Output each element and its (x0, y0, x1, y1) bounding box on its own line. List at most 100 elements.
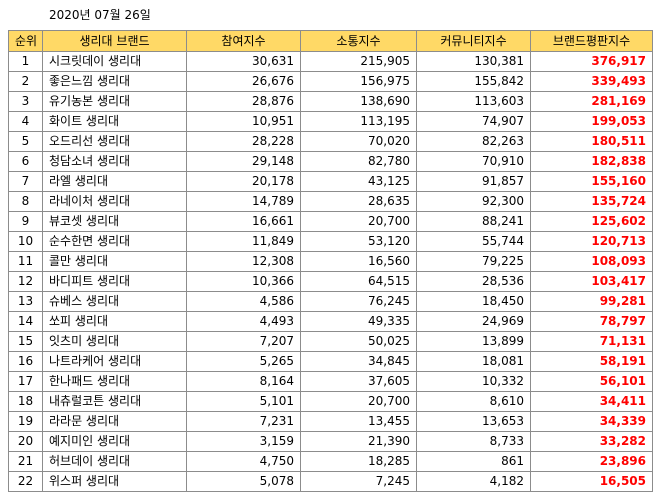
brand-cell: 시크릿데이 생리대 (42, 51, 187, 72)
reputation-index-cell: 155,160 (530, 171, 653, 192)
reputation-index-cell: 281,169 (530, 91, 653, 112)
participation-cell: 28,876 (186, 91, 301, 112)
communication-cell: 28,635 (300, 191, 417, 212)
rank-cell: 6 (8, 151, 43, 172)
table-row: 1 시크릿데이 생리대 30,631 215,905 130,381 376,917 (8, 51, 653, 72)
reputation-index-cell: 56,101 (530, 371, 653, 392)
brand-cell: 뷰코셋 생리대 (42, 211, 187, 232)
table-row: 5 오드리선 생리대 28,228 70,020 82,263 180,511 (8, 131, 653, 152)
community-cell: 113,603 (416, 91, 531, 112)
community-cell: 91,857 (416, 171, 531, 192)
community-cell: 74,907 (416, 111, 531, 132)
brand-reputation-table: 순위 생리대 브랜드 참여지수 소통지수 커뮤니티지수 브랜드평판지수 1 시크릿… (8, 30, 653, 492)
header-community-index: 커뮤니티지수 (416, 30, 531, 52)
header-rank: 순위 (8, 30, 43, 52)
table-row: 17 한나패드 생리대 8,164 37,605 10,332 56,101 (8, 371, 653, 392)
participation-cell: 10,366 (186, 271, 301, 292)
report-date: 2020년 07월 26일 (49, 8, 151, 22)
rank-cell: 5 (8, 131, 43, 152)
communication-cell: 70,020 (300, 131, 417, 152)
rank-cell: 7 (8, 171, 43, 192)
rank-cell: 1 (8, 51, 43, 72)
reputation-index-cell: 34,339 (530, 411, 653, 432)
communication-cell: 43,125 (300, 171, 417, 192)
table-row: 18 내츄럴코튼 생리대 5,101 20,700 8,610 34,411 (8, 391, 653, 412)
community-cell: 88,241 (416, 211, 531, 232)
brand-cell: 나트라케어 생리대 (42, 351, 187, 372)
communication-cell: 20,700 (300, 391, 417, 412)
participation-cell: 29,148 (186, 151, 301, 172)
rank-cell: 19 (8, 411, 43, 432)
participation-cell: 7,207 (186, 331, 301, 352)
header-brand-reputation-index: 브랜드평판지수 (530, 30, 653, 52)
brand-cell: 오드리선 생리대 (42, 131, 187, 152)
reputation-index-cell: 78,797 (530, 311, 653, 332)
reputation-index-cell: 33,282 (530, 431, 653, 452)
participation-cell: 3,159 (186, 431, 301, 452)
reputation-index-cell: 34,411 (530, 391, 653, 412)
brand-cell: 쏘피 생리대 (42, 311, 187, 332)
participation-cell: 11,849 (186, 231, 301, 252)
reputation-index-cell: 339,493 (530, 71, 653, 92)
participation-cell: 8,164 (186, 371, 301, 392)
brand-cell: 바디피트 생리대 (42, 271, 187, 292)
participation-cell: 26,676 (186, 71, 301, 92)
community-cell: 55,744 (416, 231, 531, 252)
table-row: 2 좋은느낌 생리대 26,676 156,975 155,842 339,493 (8, 71, 653, 92)
reputation-index-cell: 376,917 (530, 51, 653, 72)
header-participation-index: 참여지수 (186, 30, 301, 52)
brand-cell: 잇츠미 생리대 (42, 331, 187, 352)
community-cell: 28,536 (416, 271, 531, 292)
reputation-index-cell: 120,713 (530, 231, 653, 252)
table-row: 10 순수한면 생리대 11,849 53,120 55,744 120,713 (8, 231, 653, 252)
rank-cell: 8 (8, 191, 43, 212)
communication-cell: 21,390 (300, 431, 417, 452)
communication-cell: 53,120 (300, 231, 417, 252)
participation-cell: 30,631 (186, 51, 301, 72)
header-brand: 생리대 브랜드 (42, 30, 187, 52)
rank-cell: 12 (8, 271, 43, 292)
reputation-index-cell: 125,602 (530, 211, 653, 232)
table-row: 15 잇츠미 생리대 7,207 50,025 13,899 71,131 (8, 331, 653, 352)
community-cell: 82,263 (416, 131, 531, 152)
community-cell: 8,733 (416, 431, 531, 452)
communication-cell: 138,690 (300, 91, 417, 112)
table-row: 7 라엘 생리대 20,178 43,125 91,857 155,160 (8, 171, 653, 192)
header-communication-index: 소통지수 (300, 30, 417, 52)
community-cell: 8,610 (416, 391, 531, 412)
communication-cell: 50,025 (300, 331, 417, 352)
communication-cell: 64,515 (300, 271, 417, 292)
brand-cell: 라네이처 생리대 (42, 191, 187, 212)
brand-cell: 유기농본 생리대 (42, 91, 187, 112)
participation-cell: 5,101 (186, 391, 301, 412)
brand-cell: 라엘 생리대 (42, 171, 187, 192)
reputation-index-cell: 103,417 (530, 271, 653, 292)
community-cell: 155,842 (416, 71, 531, 92)
participation-cell: 20,178 (186, 171, 301, 192)
communication-cell: 18,285 (300, 451, 417, 472)
communication-cell: 49,335 (300, 311, 417, 332)
brand-cell: 내츄럴코튼 생리대 (42, 391, 187, 412)
communication-cell: 76,245 (300, 291, 417, 312)
table-row: 20 예지미인 생리대 3,159 21,390 8,733 33,282 (8, 431, 653, 452)
brand-cell: 좋은느낌 생리대 (42, 71, 187, 92)
table-row: 14 쏘피 생리대 4,493 49,335 24,969 78,797 (8, 311, 653, 332)
rank-cell: 14 (8, 311, 43, 332)
communication-cell: 37,605 (300, 371, 417, 392)
reputation-index-cell: 16,505 (530, 471, 653, 492)
community-cell: 79,225 (416, 251, 531, 272)
participation-cell: 12,308 (186, 251, 301, 272)
participation-cell: 14,789 (186, 191, 301, 212)
brand-cell: 콜만 생리대 (42, 251, 187, 272)
brand-cell: 화이트 생리대 (42, 111, 187, 132)
rank-cell: 15 (8, 331, 43, 352)
table-row: 11 콜만 생리대 12,308 16,560 79,225 108,093 (8, 251, 653, 272)
table-row: 4 화이트 생리대 10,951 113,195 74,907 199,053 (8, 111, 653, 132)
community-cell: 861 (416, 451, 531, 472)
reputation-index-cell: 71,131 (530, 331, 653, 352)
reputation-index-cell: 180,511 (530, 131, 653, 152)
brand-cell: 순수한면 생리대 (42, 231, 187, 252)
brand-cell: 라라문 생리대 (42, 411, 187, 432)
communication-cell: 82,780 (300, 151, 417, 172)
community-cell: 10,332 (416, 371, 531, 392)
